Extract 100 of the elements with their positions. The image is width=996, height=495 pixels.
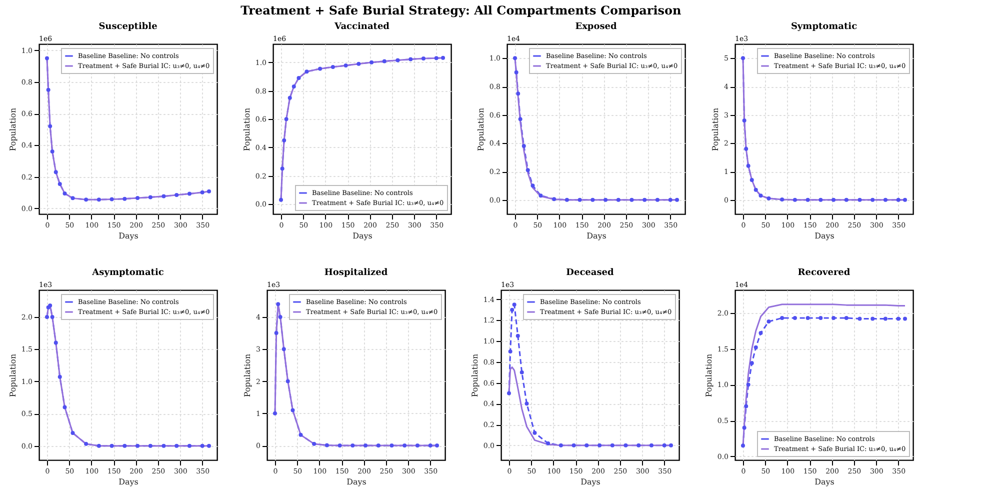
point bbox=[510, 308, 514, 312]
point bbox=[286, 379, 290, 384]
point bbox=[298, 432, 303, 437]
point bbox=[610, 443, 614, 448]
point bbox=[274, 331, 278, 336]
point bbox=[122, 196, 127, 201]
point bbox=[162, 444, 166, 448]
point bbox=[148, 444, 152, 448]
y-axis-title: Population bbox=[242, 108, 252, 152]
chart-title: Vaccinated bbox=[334, 22, 390, 32]
chart-title: Hospitalized bbox=[324, 268, 388, 278]
point bbox=[50, 150, 54, 154]
point bbox=[282, 138, 286, 142]
point bbox=[532, 430, 537, 435]
point bbox=[520, 370, 524, 374]
point bbox=[858, 198, 862, 202]
point bbox=[54, 340, 58, 345]
point bbox=[110, 197, 114, 202]
point bbox=[552, 197, 556, 202]
point bbox=[758, 331, 763, 336]
text: Treatment + Safe Burial Strategy: All Compartments Comparison bbox=[240, 3, 682, 18]
point bbox=[750, 361, 754, 366]
point bbox=[284, 117, 288, 122]
chart-title: Deceased bbox=[566, 268, 615, 278]
x-axis-title: Days bbox=[814, 478, 834, 486]
point bbox=[538, 194, 543, 198]
point bbox=[766, 196, 771, 200]
point bbox=[744, 146, 748, 151]
point bbox=[70, 196, 75, 200]
x-axis-title: Days bbox=[580, 478, 600, 486]
point bbox=[46, 88, 50, 92]
point bbox=[870, 198, 875, 202]
point bbox=[630, 198, 634, 202]
point bbox=[330, 64, 335, 69]
y-axis-title: Population bbox=[470, 354, 480, 398]
point bbox=[96, 198, 101, 202]
point bbox=[382, 59, 386, 64]
point bbox=[344, 64, 348, 68]
point bbox=[272, 411, 277, 416]
point bbox=[616, 198, 620, 202]
point bbox=[604, 198, 608, 202]
point bbox=[187, 444, 192, 448]
point bbox=[200, 190, 204, 194]
point bbox=[526, 168, 530, 172]
point bbox=[54, 170, 58, 174]
x-axis-title: Days bbox=[118, 478, 138, 486]
point bbox=[48, 124, 52, 128]
point bbox=[758, 194, 763, 198]
point bbox=[207, 444, 212, 448]
point bbox=[572, 443, 576, 448]
point bbox=[415, 444, 420, 448]
point bbox=[44, 56, 49, 60]
point bbox=[58, 182, 62, 186]
point bbox=[766, 320, 771, 324]
point bbox=[844, 198, 848, 202]
point bbox=[441, 56, 446, 60]
point bbox=[514, 70, 518, 74]
point bbox=[668, 198, 672, 202]
point bbox=[780, 316, 784, 320]
point bbox=[292, 84, 296, 88]
x-axis-title: Days bbox=[814, 232, 834, 240]
point bbox=[669, 443, 674, 448]
point bbox=[746, 382, 750, 387]
point bbox=[50, 315, 54, 320]
point bbox=[428, 444, 432, 448]
point bbox=[780, 198, 784, 202]
point bbox=[792, 316, 797, 320]
point bbox=[62, 191, 67, 196]
point bbox=[896, 316, 900, 321]
y-axis-title: Population bbox=[243, 354, 252, 398]
point bbox=[96, 444, 101, 448]
point bbox=[421, 56, 426, 60]
point bbox=[506, 391, 511, 396]
point bbox=[276, 302, 280, 306]
point bbox=[402, 444, 407, 448]
point bbox=[564, 198, 569, 202]
point bbox=[530, 184, 535, 188]
point bbox=[376, 444, 380, 448]
point bbox=[174, 444, 179, 448]
point bbox=[408, 57, 413, 62]
point bbox=[832, 316, 836, 320]
x-axis-title: Days bbox=[586, 232, 606, 240]
point bbox=[896, 198, 900, 202]
point bbox=[512, 302, 516, 307]
point bbox=[624, 443, 628, 448]
point bbox=[806, 316, 810, 320]
point bbox=[44, 315, 49, 320]
point bbox=[338, 444, 342, 448]
point bbox=[858, 316, 862, 321]
y-axis-title: Population bbox=[476, 108, 486, 152]
point bbox=[883, 198, 888, 202]
point bbox=[312, 442, 316, 446]
chart-title: Recovered bbox=[798, 268, 851, 278]
point bbox=[136, 196, 140, 200]
point bbox=[296, 76, 301, 80]
point bbox=[136, 444, 140, 448]
point bbox=[649, 443, 654, 448]
point bbox=[832, 198, 836, 202]
point bbox=[750, 178, 754, 182]
x-axis-title: Days bbox=[352, 232, 372, 240]
